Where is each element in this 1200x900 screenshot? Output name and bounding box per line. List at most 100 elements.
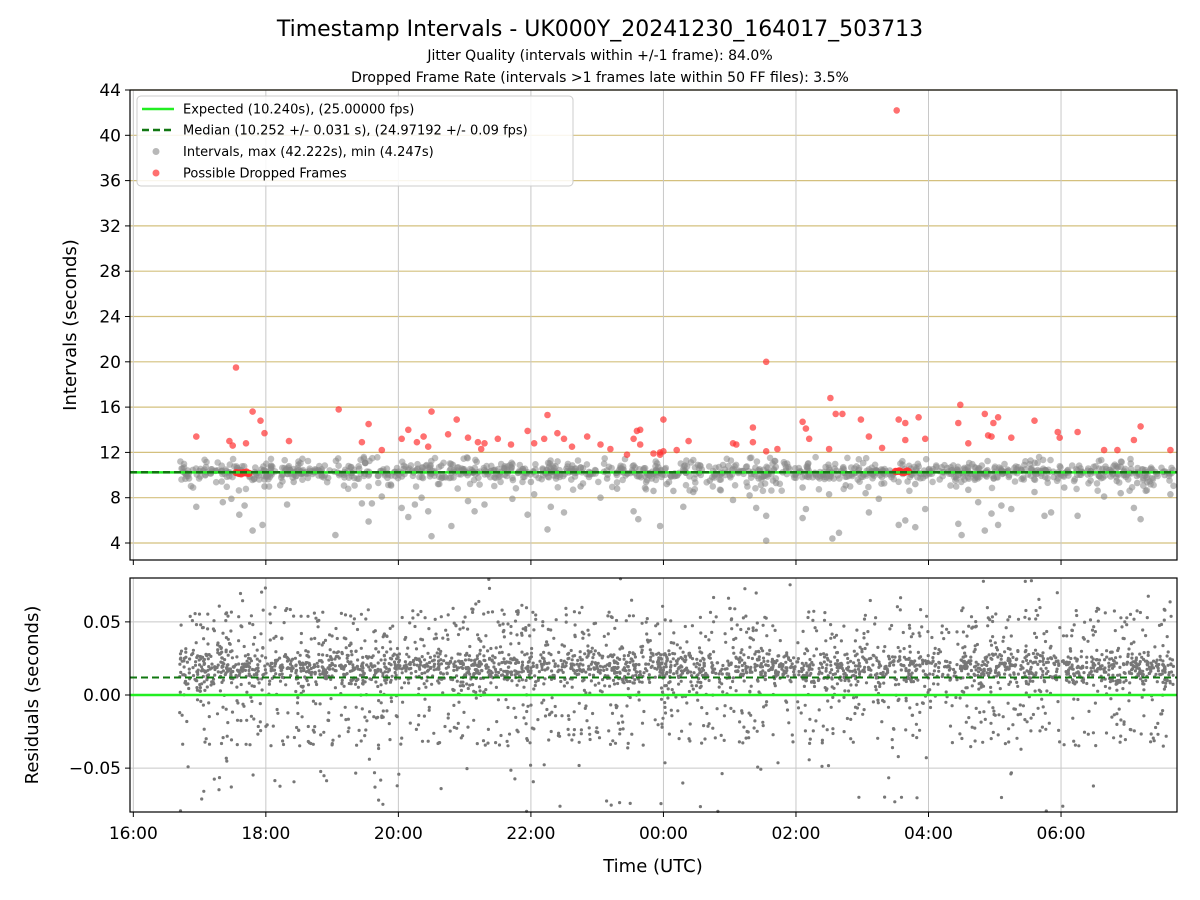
residual-point: [1083, 620, 1087, 624]
residual-point: [692, 671, 696, 675]
residual-point: [417, 665, 421, 669]
residual-point: [585, 719, 589, 723]
residual-point: [504, 698, 508, 702]
residual-point: [849, 737, 853, 741]
residual-point: [426, 668, 430, 672]
intervals-y-tick-label: 44: [99, 81, 121, 101]
residual-point: [407, 655, 411, 659]
interval-point-low: [1130, 504, 1138, 512]
residual-point: [741, 741, 745, 745]
residual-point: [631, 652, 635, 656]
interval-point-low: [912, 523, 919, 531]
residual-point: [379, 690, 383, 694]
interval-point: [1149, 475, 1157, 483]
residual-point: [976, 662, 980, 667]
residual-point: [1041, 657, 1045, 661]
residual-point: [1091, 633, 1095, 637]
residual-point: [459, 736, 463, 740]
residual-point: [1061, 804, 1065, 808]
residual-point: [305, 679, 309, 683]
residual-point: [1011, 655, 1015, 660]
residual-point: [974, 706, 978, 711]
residual-point: [258, 659, 262, 663]
interval-point-low: [994, 521, 1002, 529]
residual-point: [751, 626, 755, 630]
residual-point: [209, 654, 213, 659]
residual-point: [1039, 675, 1043, 680]
residual-point: [1140, 695, 1144, 699]
residual-point: [247, 656, 251, 660]
residual-point: [304, 649, 308, 653]
residual-point: [1165, 654, 1169, 658]
residual-point: [532, 687, 536, 691]
residual-point: [738, 660, 742, 664]
residual-point: [305, 665, 309, 670]
residual-point: [426, 664, 430, 668]
residual-point: [1169, 663, 1173, 667]
residual-point: [248, 621, 252, 625]
residual-point: [1118, 655, 1122, 659]
residual-point: [382, 654, 386, 658]
residual-point: [280, 637, 284, 641]
residual-point: [1146, 594, 1150, 598]
residual-point: [559, 668, 564, 672]
residual-point: [862, 631, 866, 636]
residual-point: [631, 614, 636, 618]
residual-point: [1093, 701, 1097, 705]
residual-point: [510, 679, 514, 683]
residual-point: [680, 671, 685, 675]
residual-point: [1115, 688, 1119, 692]
dropped-frame-point: [762, 448, 770, 455]
residual-point: [559, 679, 563, 684]
residual-point: [893, 683, 898, 687]
residual-point: [807, 667, 811, 671]
residual-point: [743, 661, 747, 665]
residual-point: [417, 657, 421, 661]
residual-point: [575, 669, 579, 673]
residual-point: [944, 664, 948, 669]
dropped-frame-point: [805, 435, 813, 443]
residual-point: [253, 635, 257, 640]
residual-point: [472, 718, 476, 722]
residual-point: [763, 671, 767, 675]
residual-point: [690, 624, 695, 628]
residual-point: [241, 599, 245, 603]
residual-point: [950, 704, 954, 708]
residual-point: [414, 669, 418, 674]
residual-point: [892, 659, 896, 663]
dropped-frame-point: [915, 414, 922, 421]
residual-point: [432, 662, 437, 666]
interval-point: [1093, 480, 1101, 487]
residuals-y-axis-label: Residuals (seconds): [22, 606, 43, 785]
residual-point: [888, 661, 892, 665]
residual-point: [824, 639, 828, 643]
residual-point: [826, 658, 830, 662]
residual-point: [789, 680, 793, 684]
residual-point: [656, 658, 661, 663]
residual-point: [395, 784, 399, 788]
residual-point: [902, 647, 906, 651]
x-axis-label: Time (UTC): [602, 856, 703, 877]
residual-point: [584, 670, 588, 674]
residual-point: [313, 636, 317, 641]
residual-point: [426, 739, 430, 743]
x-tick-label: 04:00: [904, 824, 953, 844]
residual-point: [234, 663, 238, 667]
residual-point: [923, 672, 927, 677]
residual-point: [1082, 637, 1086, 641]
residual-point: [334, 626, 338, 631]
residual-point: [374, 716, 378, 720]
interval-point: [1143, 487, 1151, 494]
residual-point: [925, 660, 929, 664]
residual-point: [249, 614, 253, 618]
residual-point: [198, 686, 202, 690]
residual-point: [286, 735, 290, 739]
residual-point: [458, 652, 462, 656]
residual-point: [1033, 631, 1037, 636]
residual-point: [898, 649, 902, 653]
residual-point: [464, 666, 468, 670]
residual-point: [337, 734, 341, 738]
interval-point-low: [249, 527, 256, 534]
residual-point: [507, 660, 511, 664]
residual-point: [613, 741, 618, 745]
